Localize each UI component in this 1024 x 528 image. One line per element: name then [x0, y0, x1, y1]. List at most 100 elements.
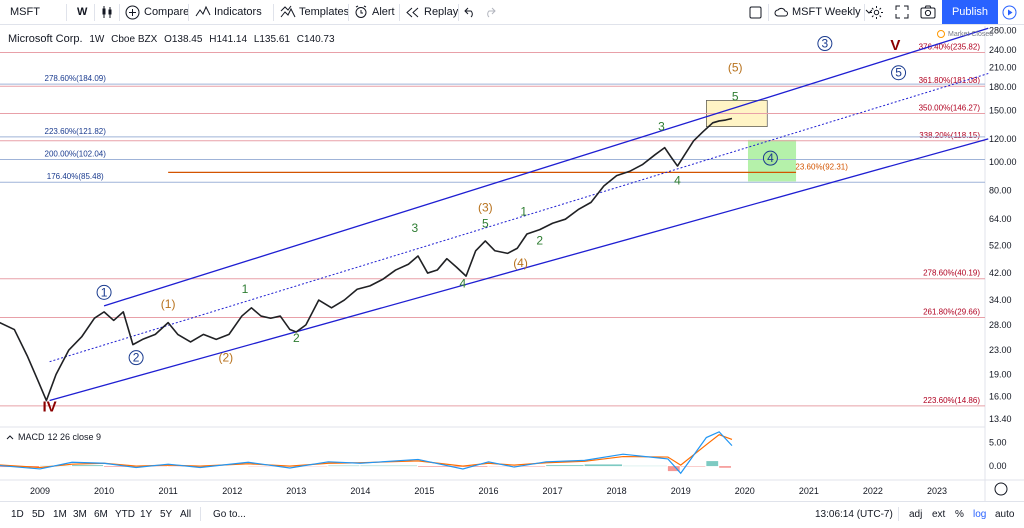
range-1y[interactable]: 1Y: [140, 502, 152, 526]
adj-toggle[interactable]: adj: [909, 502, 922, 526]
fib-level-label: 261.80%(29.66): [923, 308, 980, 317]
timezone-button[interactable]: 13:06:14 (UTC-7): [815, 502, 893, 526]
macd-line: [0, 431, 733, 475]
price-tick-label: 16.00: [989, 391, 1012, 401]
replay-button[interactable]: Replay: [405, 0, 458, 24]
price-series: [0, 117, 733, 402]
play-circle-icon: [1002, 5, 1017, 19]
range-5y[interactable]: 5Y: [160, 502, 172, 526]
channel-upper-line[interactable]: [103, 27, 989, 307]
fib-level-label: 376.40%(235.82): [919, 42, 981, 51]
candles-icon: [102, 6, 112, 18]
wave-label: 2: [293, 331, 300, 345]
legend-open: O138.45: [164, 34, 203, 45]
legend-low: L135.61: [253, 34, 290, 45]
symbol-name: Microsoft Corp.: [8, 33, 83, 45]
wave-label: (4): [513, 256, 528, 270]
time-tick-label: 2021: [799, 486, 819, 496]
fullscreen-button[interactable]: [895, 0, 909, 24]
macd-label: MACD: [18, 432, 45, 442]
layout-name-button[interactable]: MSFT Weekly: [774, 0, 873, 24]
macd-tick-label: 5.00: [989, 437, 1007, 447]
channel-lower-line[interactable]: [49, 138, 989, 402]
goto-label: Go to...: [213, 508, 246, 520]
wave-label-circle: [96, 284, 112, 300]
fib-level-label: 350.00%(146.27): [919, 104, 981, 113]
range-ytd[interactable]: YTD: [115, 502, 135, 526]
macd-histogram-bar: [546, 465, 584, 467]
legend-exchange: Cboe BZX: [111, 34, 158, 45]
chevron-up-icon[interactable]: [6, 434, 14, 440]
wave-label-circle: [762, 150, 778, 166]
alert-button[interactable]: Alert: [354, 0, 395, 24]
price-tick-label: 240.00: [989, 45, 1017, 55]
range-3m[interactable]: 3M: [73, 502, 87, 526]
undo-button[interactable]: [464, 0, 476, 24]
legend-high: H141.14: [209, 34, 248, 45]
layout-button[interactable]: [749, 0, 762, 24]
price-chart[interactable]: 376.40%(235.82) 361.80%(181.08) 350.00%(14…: [0, 26, 1024, 501]
range-1d[interactable]: 1D: [11, 502, 24, 526]
compare-button[interactable]: Compare: [125, 0, 189, 24]
wave-label: 3: [411, 221, 418, 235]
indicators-icon: [195, 5, 211, 17]
wave-label: 1: [520, 204, 527, 218]
indicators-label: Indicators: [214, 6, 262, 18]
redo-icon: [487, 7, 496, 18]
range-1m[interactable]: 1M: [53, 502, 67, 526]
wave-label: 4: [460, 277, 467, 291]
toolbar-divider: [94, 4, 95, 21]
time-tick-label: 2014: [350, 486, 370, 496]
price-axis[interactable]: 280.00 240.00 210.00 180.00 150.00 120.00 100.…: [989, 26, 1017, 424]
trend-channel[interactable]: [49, 27, 989, 402]
play-button[interactable]: [1002, 0, 1017, 24]
fib-level-label: 23.60%(92.31): [795, 162, 848, 171]
fib-level-label: 278.60%(40.19): [923, 269, 980, 278]
time-axis[interactable]: 2009 2010 2011 2012 2013 2014 2015 2016 2017 2018…: [30, 482, 1008, 496]
symbol-search-button[interactable]: MSFT: [10, 0, 40, 24]
snapshot-button[interactable]: [920, 0, 936, 24]
templates-button[interactable]: Templates: [280, 0, 349, 24]
macd-legend: MACD 12 26 close 9: [6, 432, 101, 442]
redo-button[interactable]: [484, 0, 496, 24]
macd-histogram-bar: [667, 466, 680, 472]
toolbar-divider: [399, 4, 400, 21]
ext-toggle[interactable]: ext: [932, 502, 945, 526]
indicators-button[interactable]: Indicators: [195, 0, 262, 24]
interval-button[interactable]: W: [77, 0, 87, 24]
wave-label: (5): [728, 61, 743, 75]
wave-label: 1: [242, 282, 249, 296]
time-tick-label: 2016: [478, 486, 498, 496]
fibonacci-levels: 376.40%(235.82) 361.80%(181.08) 350.00%(14…: [0, 42, 985, 407]
range-label: 1M: [53, 508, 67, 520]
wave-label: 2: [133, 351, 140, 365]
fib-level-label: 223.60%(121.82): [45, 127, 107, 136]
log-toggle[interactable]: log: [973, 502, 986, 526]
range-all[interactable]: All: [180, 502, 191, 526]
price-tick-label: 42.00: [989, 268, 1012, 278]
wave-label: IV: [43, 399, 57, 416]
scroll-to-realtime-icon[interactable]: [994, 482, 1008, 496]
goto-button[interactable]: Go to...: [213, 502, 246, 526]
macd-histogram-bar: [418, 466, 462, 467]
time-tick-label: 2019: [671, 486, 691, 496]
publish-button[interactable]: Publish: [942, 0, 998, 24]
range-5d[interactable]: 5D: [32, 502, 45, 526]
range-label: 5D: [32, 508, 45, 520]
compare-label: Compare: [144, 6, 190, 18]
percent-toggle[interactable]: %: [955, 502, 964, 526]
toolbar-divider: [200, 507, 201, 521]
chart-type-button[interactable]: [100, 0, 114, 24]
wave-label: 4: [767, 151, 774, 165]
alert-label: Alert: [372, 6, 395, 18]
toolbar-divider: [458, 4, 459, 21]
time-tick-label: 2009: [30, 486, 50, 496]
fib-level-label: 338.20%(118.15): [919, 131, 980, 140]
range-6m[interactable]: 6M: [94, 502, 108, 526]
auto-label: auto: [995, 508, 1015, 520]
price-tick-label: 28.00: [989, 320, 1012, 330]
settings-button[interactable]: [869, 0, 884, 24]
price-tick-label: 180.00: [989, 82, 1017, 92]
toolbar-divider: [273, 4, 274, 21]
auto-toggle[interactable]: auto: [995, 502, 1014, 526]
